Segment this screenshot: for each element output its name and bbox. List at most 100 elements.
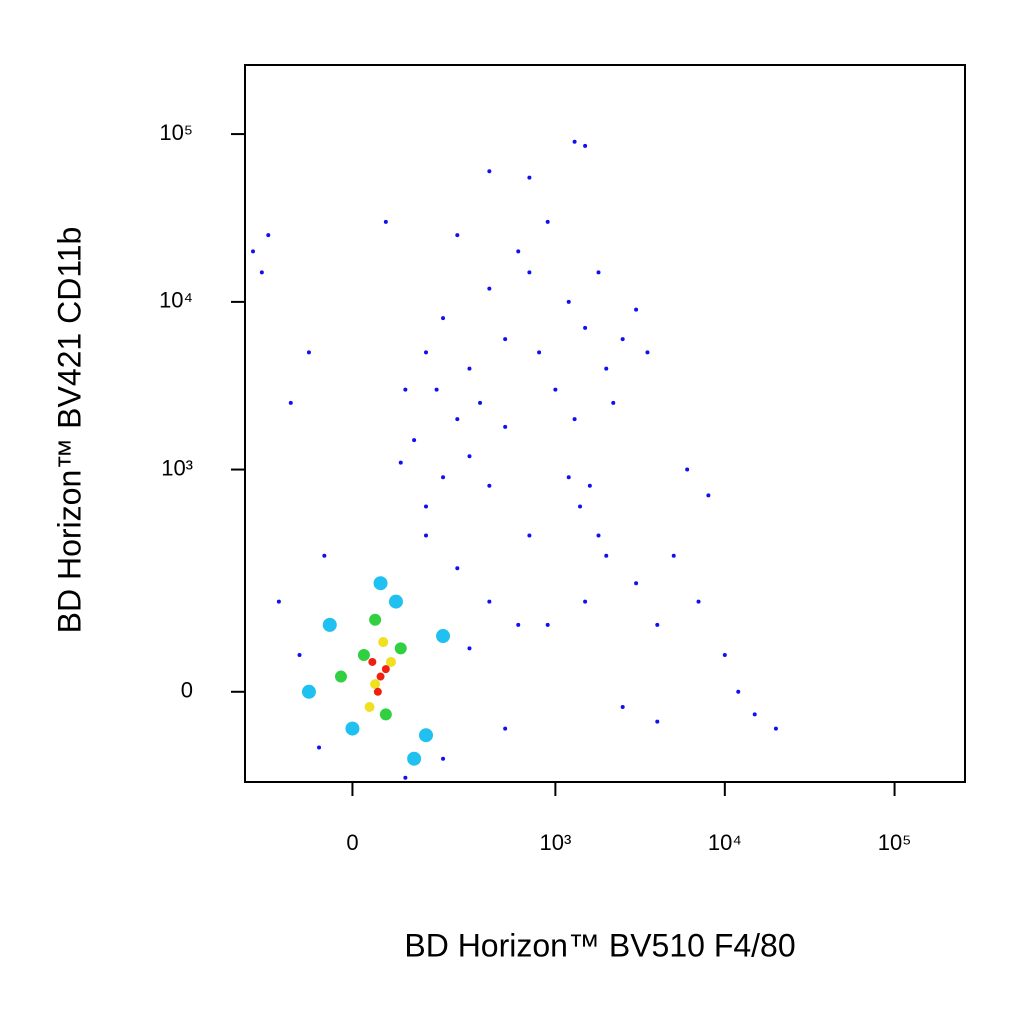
data-point <box>572 417 577 422</box>
data-point <box>696 599 701 604</box>
data-point <box>645 350 650 355</box>
data-point <box>545 622 550 627</box>
data-point <box>455 566 460 571</box>
y-tick-label: 10⁴ <box>159 288 193 313</box>
data-point <box>441 756 446 761</box>
data-point <box>467 454 472 459</box>
data-point <box>487 169 492 174</box>
data-point <box>736 689 741 694</box>
data-point <box>566 475 571 480</box>
data-point <box>478 400 483 405</box>
data-point <box>394 642 407 655</box>
data-point <box>752 712 757 717</box>
y-tick-label: 10³ <box>161 455 193 480</box>
data-point <box>306 350 311 355</box>
data-point <box>441 475 446 480</box>
data-point <box>424 533 429 538</box>
x-tick-label: 10⁵ <box>878 830 912 855</box>
data-point <box>373 576 388 591</box>
data-point <box>516 249 521 254</box>
data-point <box>301 684 316 699</box>
data-point <box>527 175 532 180</box>
data-point <box>276 599 281 604</box>
data-point <box>722 653 727 658</box>
data-point <box>487 483 492 488</box>
data-point <box>578 504 583 509</box>
data-point <box>604 366 609 371</box>
data-point <box>403 387 408 392</box>
x-tick-label: 0 <box>346 830 358 855</box>
data-point <box>604 553 609 558</box>
data-point <box>583 599 588 604</box>
data-point <box>369 613 382 626</box>
data-point <box>572 139 577 144</box>
data-point <box>611 400 616 405</box>
data-point <box>297 653 302 658</box>
data-point <box>424 504 429 509</box>
data-point <box>345 721 360 736</box>
data-point <box>357 649 370 662</box>
data-point <box>378 637 389 648</box>
data-point <box>773 726 778 731</box>
data-point <box>566 299 571 304</box>
y-tick-label: 10⁵ <box>159 120 193 145</box>
data-point <box>370 679 381 690</box>
data-point <box>503 337 508 342</box>
data-point <box>634 307 639 312</box>
data-point <box>655 719 660 724</box>
data-point <box>467 646 472 651</box>
data-point <box>334 670 347 683</box>
data-point <box>403 775 408 780</box>
data-point <box>620 705 625 710</box>
data-point <box>655 622 660 627</box>
data-point <box>388 594 403 609</box>
data-point <box>620 337 625 342</box>
data-point <box>455 233 460 238</box>
data-point <box>634 581 639 586</box>
data-point <box>706 493 711 498</box>
data-point <box>503 424 508 429</box>
x-tick-label: 10⁴ <box>708 830 742 855</box>
data-point <box>317 745 322 750</box>
data-point <box>436 629 451 644</box>
data-point <box>583 143 588 148</box>
data-point <box>385 656 396 667</box>
data-point <box>527 270 532 275</box>
data-point <box>596 270 601 275</box>
data-point <box>376 672 385 681</box>
data-point <box>407 751 422 766</box>
data-point <box>364 702 375 713</box>
data-point <box>455 417 460 422</box>
data-point <box>587 483 592 488</box>
data-point <box>373 687 382 696</box>
data-point <box>553 387 558 392</box>
data-point <box>368 657 377 666</box>
data-point <box>259 270 264 275</box>
data-point <box>467 366 472 371</box>
data-point <box>288 400 293 405</box>
data-point <box>266 233 271 238</box>
data-point <box>424 350 429 355</box>
x-tick-label: 10³ <box>539 830 571 855</box>
data-point <box>545 219 550 224</box>
data-point <box>379 708 392 721</box>
data-point <box>516 622 521 627</box>
data-point <box>487 286 492 291</box>
data-point <box>685 467 690 472</box>
data-point <box>671 553 676 558</box>
data-point <box>419 728 434 743</box>
data-point <box>434 387 439 392</box>
y-axis-title: BD Horizon™ BV421 CD11b <box>51 227 87 634</box>
data-point <box>322 553 327 558</box>
data-point <box>487 599 492 604</box>
data-point <box>583 325 588 330</box>
data-point <box>441 316 446 321</box>
y-tick-label: 0 <box>181 678 193 703</box>
data-point <box>398 460 403 465</box>
data-point <box>251 249 256 254</box>
data-point <box>381 665 390 674</box>
data-point <box>322 617 337 632</box>
data-point <box>596 533 601 538</box>
data-point <box>527 533 532 538</box>
